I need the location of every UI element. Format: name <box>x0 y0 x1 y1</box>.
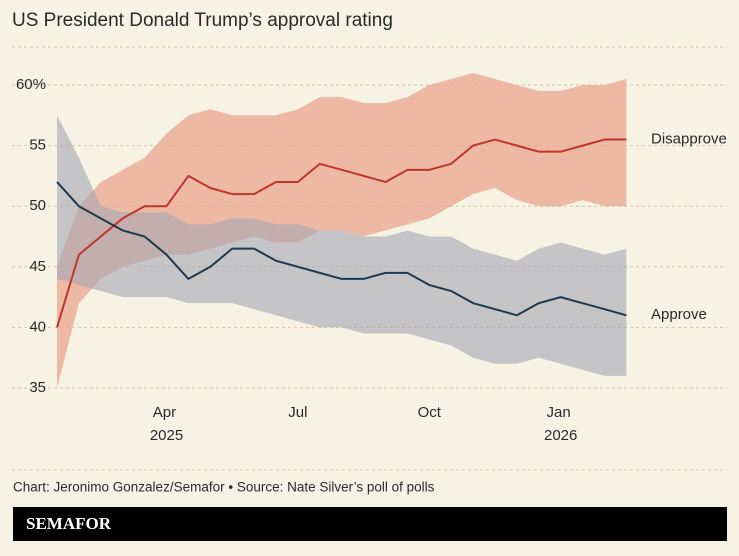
credit: Chart: Jeronimo Gonzalez/Semafor • Sourc… <box>13 480 435 495</box>
x-tick-label: Apr 2025 <box>150 404 183 444</box>
line <box>56 181 627 317</box>
line <box>56 138 627 328</box>
plot: 35 40 45 50 55 60% Disapprove Approve Apr 2025 Ju… <box>12 72 727 444</box>
band <box>57 115 627 376</box>
y-tick-label: 35 <box>29 379 46 396</box>
y-tick-label: 45 <box>29 258 46 275</box>
brand: SEMAFOR <box>26 514 112 533</box>
series-label: Approve <box>651 306 707 323</box>
y-tick-label: 60% <box>16 76 46 93</box>
y-tick-label: 40 <box>29 318 46 335</box>
brand-bar <box>13 507 727 541</box>
y-tick-label: 50 <box>29 197 46 214</box>
x-tick-label: Oct <box>418 404 442 421</box>
series-label: Disapprove <box>651 131 727 148</box>
chart-title: US President Donald Trump’s approval rat… <box>12 10 393 31</box>
x-tick-label: Jan 2026 <box>544 404 577 444</box>
y-tick-label: 55 <box>29 137 46 154</box>
x-tick-label: Jul <box>288 404 307 421</box>
